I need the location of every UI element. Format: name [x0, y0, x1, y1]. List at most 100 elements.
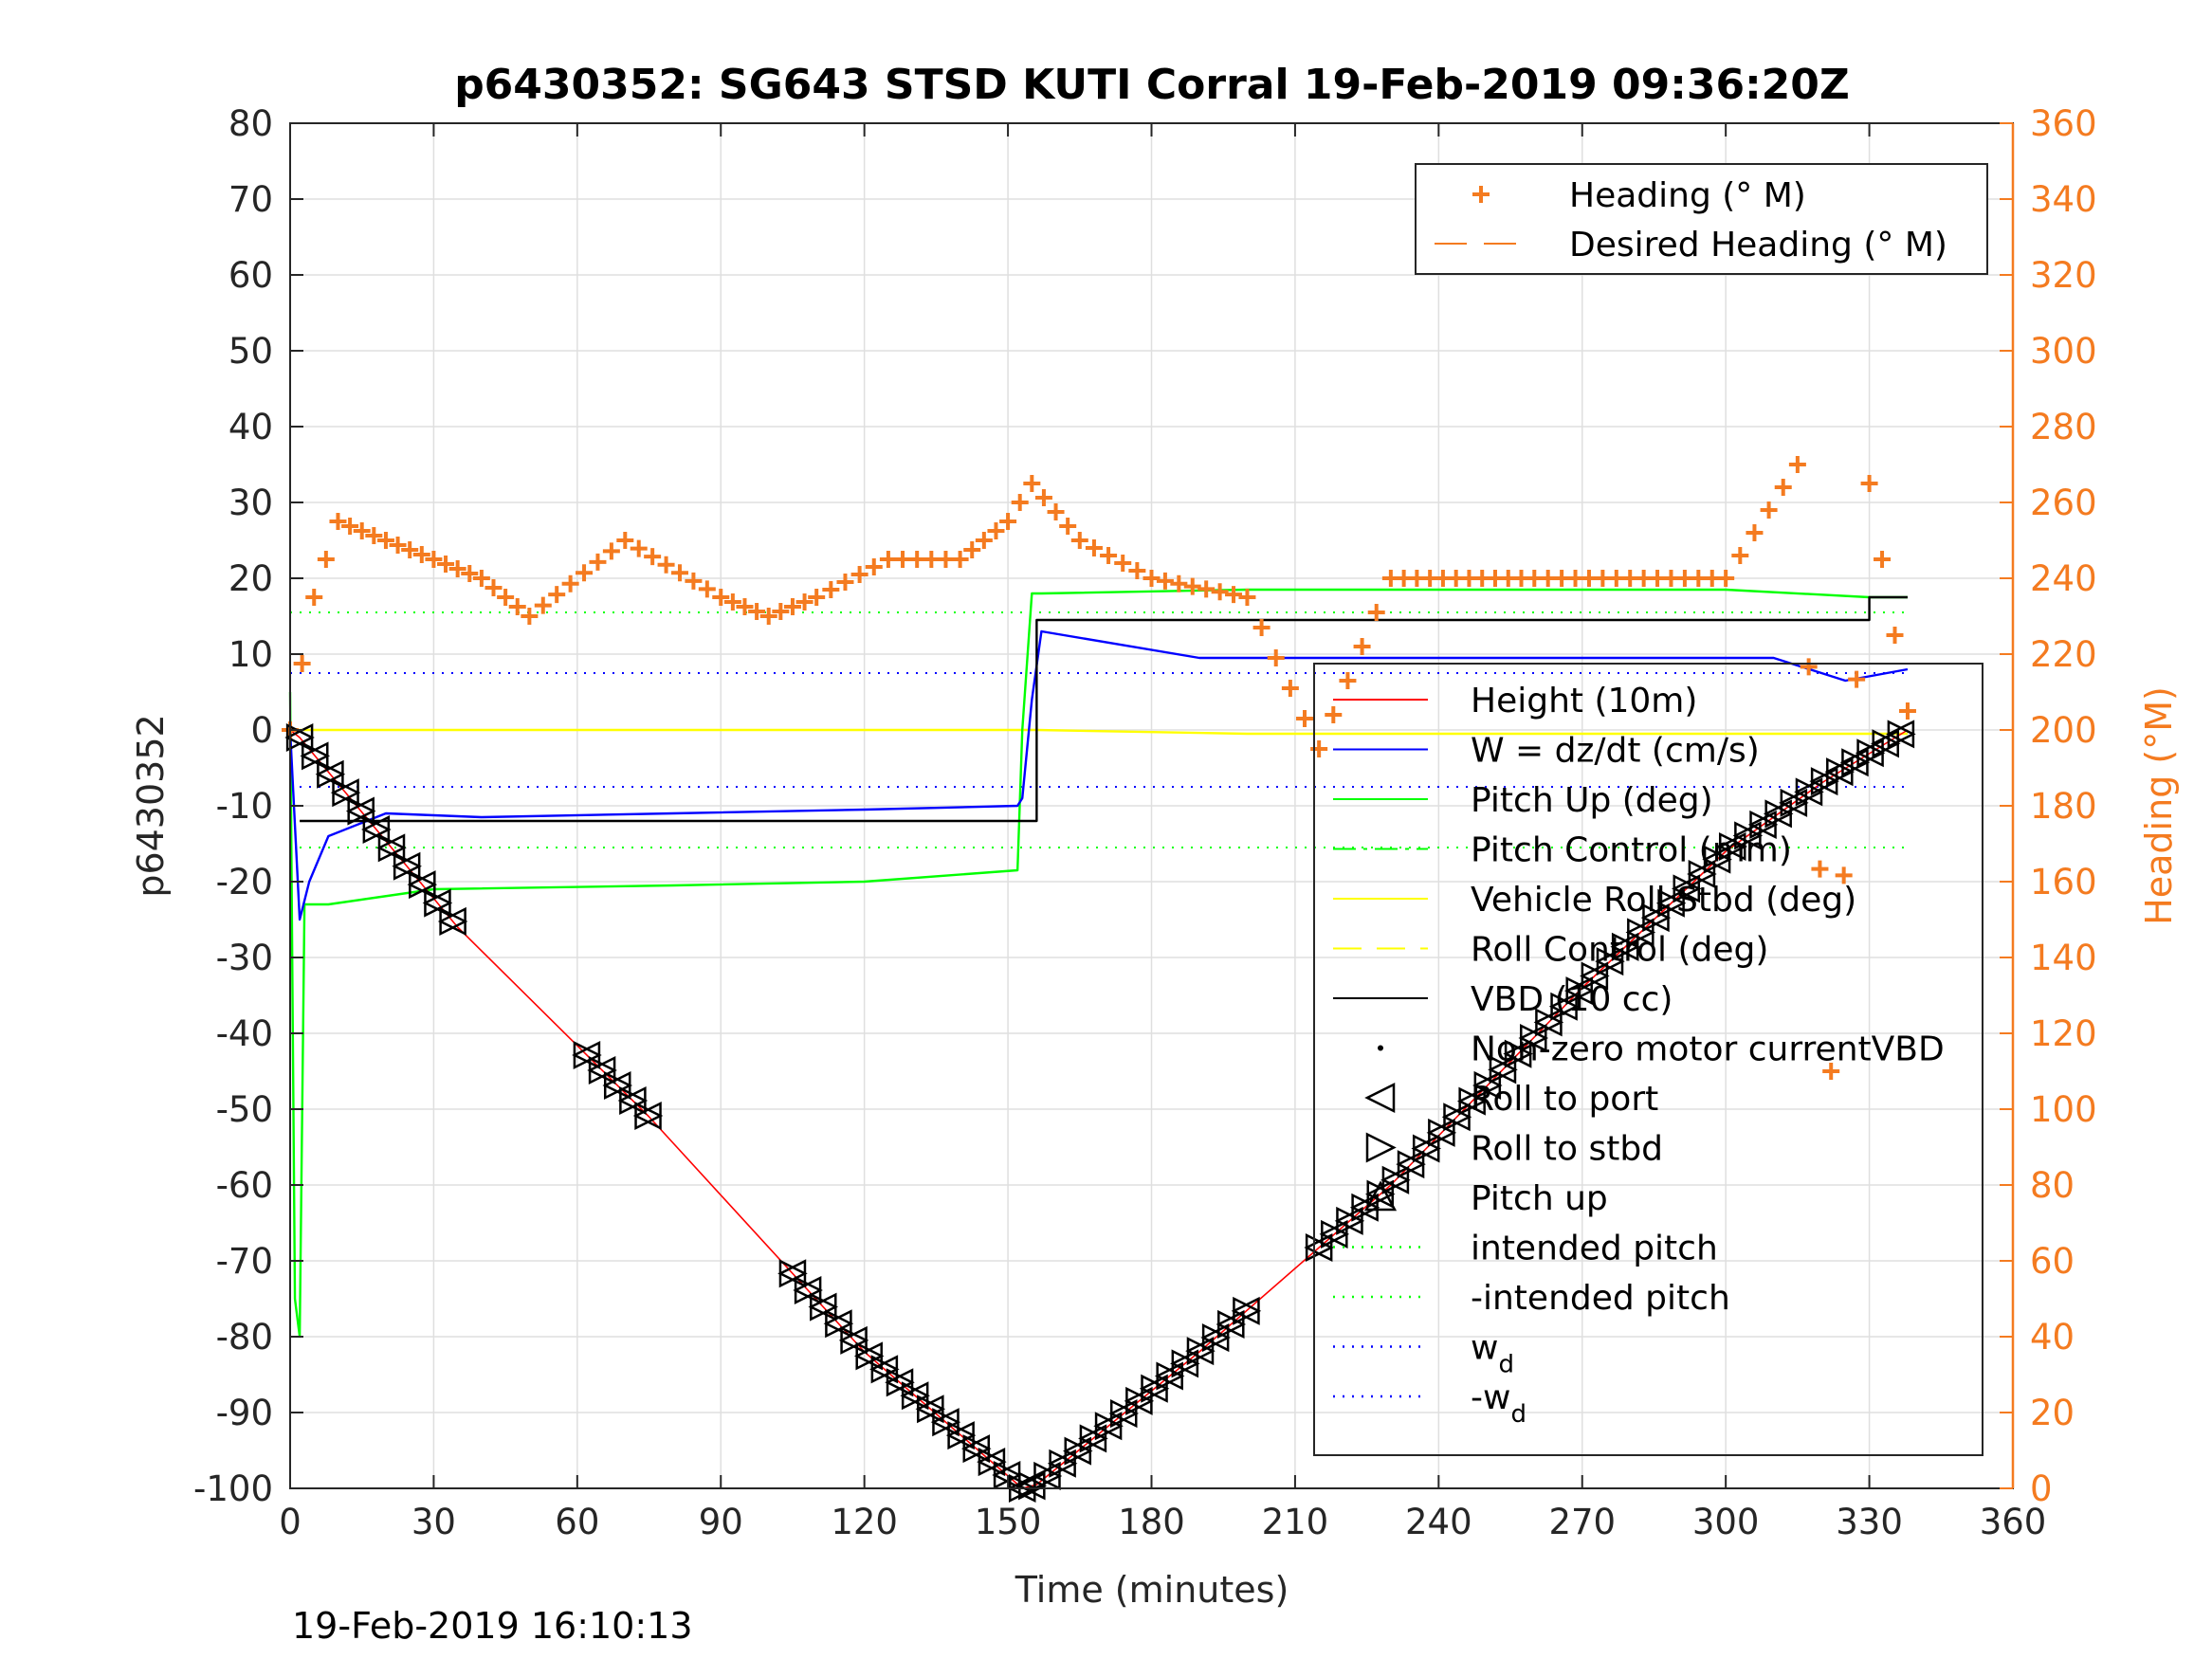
reference-lines [290, 611, 1908, 848]
x-tick-label: 300 [1692, 1502, 1760, 1542]
heading-point [448, 560, 466, 577]
legend-label: wd [1471, 1329, 1514, 1379]
y-tick-label-right: 200 [2030, 710, 2097, 751]
roll-to-stbd-marker [917, 1395, 946, 1424]
heading-point [987, 522, 1005, 539]
legend-label: Non-zero motor currentVBD [1471, 1030, 1945, 1069]
y-tick-label-left: 40 [229, 407, 273, 447]
heading-point [1281, 680, 1299, 697]
heading-point [736, 598, 754, 615]
y-tick-label-left: 50 [229, 331, 273, 372]
y-tick-label-right: 120 [2030, 1013, 2097, 1054]
legend-label: Vehicle Roll Stbd (deg) [1471, 881, 1856, 920]
chart-title: p6430352: SG643 STSD KUTI Corral 19-Feb-… [454, 61, 1850, 109]
heading-point [508, 598, 526, 615]
roll-to-stbd-marker [1217, 1309, 1247, 1339]
heading-point [341, 518, 359, 535]
heading-point [795, 593, 814, 611]
heading-point [521, 608, 539, 625]
heading-point [472, 570, 490, 587]
heading-point [1023, 475, 1041, 492]
heading-point [576, 564, 594, 582]
roll-to-stbd-marker [285, 722, 315, 753]
legend-heading: Heading (° M) Desired Heading (° M) [1415, 163, 1988, 275]
roll-to-stbd-marker [1535, 1008, 1564, 1037]
heading-point [879, 551, 897, 568]
legend-label-text: Pitch Control (mm) [1471, 831, 1792, 870]
heading-point [772, 603, 790, 620]
heading-point [1143, 570, 1161, 587]
heading-point [1197, 580, 1216, 598]
heading-point [1898, 702, 1916, 720]
heading-point [1860, 475, 1878, 492]
roll-to-stbd-marker [362, 814, 392, 844]
roll-to-stbd-marker [1064, 1436, 1093, 1466]
y-tick-label-right: 160 [2030, 862, 2097, 902]
y-tick-label-left: -60 [216, 1165, 273, 1206]
roll-to-stbd-marker [1428, 1118, 1457, 1147]
y-tick-label-left: 30 [229, 483, 273, 523]
roll-to-stbd-marker [1810, 767, 1839, 796]
y-tick-label-left: 70 [229, 179, 273, 220]
y-tick-label-right: 20 [2030, 1393, 2075, 1433]
roll-to-stbd-marker [603, 1070, 633, 1101]
roll-to-stbd-marker [317, 759, 346, 789]
roll-to-stbd-marker [1156, 1361, 1185, 1391]
legend-label-text: intended pitch [1471, 1230, 1718, 1268]
heading-point [365, 527, 383, 544]
series-layer [282, 456, 1916, 1489]
heading-point [1731, 547, 1749, 564]
roll-to-stbd-marker [409, 870, 438, 900]
heading-point [305, 589, 323, 606]
roll-to-stbd-marker [619, 1085, 649, 1116]
legend-heading-label: Heading (° M) [1569, 176, 1806, 215]
roll-to-stbd-marker [1351, 1193, 1380, 1222]
roll-to-stbd-marker [1520, 1024, 1549, 1053]
roll-to-stbd-marker [840, 1325, 869, 1355]
legend-heading-box [1415, 163, 1988, 275]
heading-point [1252, 619, 1271, 636]
roll-to-stbd-marker [810, 1292, 839, 1322]
heading-point [712, 589, 730, 606]
x-tick-label: 240 [1405, 1502, 1472, 1542]
heading-point [1114, 555, 1132, 572]
y-tick-label-right: 280 [2030, 407, 2097, 447]
series-line-pitch [288, 588, 1908, 1339]
marker-layer [284, 720, 1916, 1504]
legend-label-text: Pitch up [1471, 1179, 1608, 1218]
y-tick-label-left: 0 [250, 710, 273, 751]
roll-to-stbd-marker [1657, 888, 1687, 918]
y-tick-label-right: 340 [2030, 179, 2097, 220]
heading-point [698, 580, 716, 598]
legend-label: Pitch Control (mm) [1471, 831, 1792, 870]
roll-to-stbd-marker [1125, 1386, 1155, 1415]
heading-point [865, 558, 883, 575]
heading-point [1296, 710, 1314, 727]
x-axis-label: Time (minutes) [1015, 1569, 1289, 1611]
heading-point [1085, 539, 1103, 556]
roll-to-stbd-marker [393, 851, 422, 881]
x-tick-label: 60 [555, 1502, 599, 1542]
legend-label: Roll to stbd [1471, 1130, 1663, 1169]
roll-to-stbd-marker [1581, 961, 1610, 991]
legend-label-text: Roll to port [1471, 1080, 1658, 1119]
heading-point [723, 593, 741, 611]
y-tick-label-right: 220 [2030, 634, 2097, 675]
roll-to-stbd-marker [1201, 1323, 1231, 1353]
y-tick-label-left: -90 [216, 1393, 273, 1433]
legend-main-box [1313, 663, 1983, 1456]
y-tick-label-left: 20 [229, 558, 273, 599]
heading-point [412, 546, 430, 563]
roll-to-stbd-marker [978, 1448, 1007, 1477]
roll-to-stbd-marker [1565, 976, 1595, 1006]
legend-label-text: w [1471, 1329, 1498, 1368]
x-tick-label: 210 [1262, 1502, 1329, 1542]
heading-point [1874, 551, 1892, 568]
heading-point [1047, 503, 1065, 520]
y-tick-label-left: 80 [229, 103, 273, 144]
roll-to-stbd-marker [1703, 845, 1732, 874]
roll-to-stbd-marker [1094, 1412, 1124, 1441]
x-tick-label: 30 [411, 1502, 456, 1542]
heading-point [1070, 532, 1088, 549]
roll-to-stbd-marker [855, 1341, 885, 1371]
